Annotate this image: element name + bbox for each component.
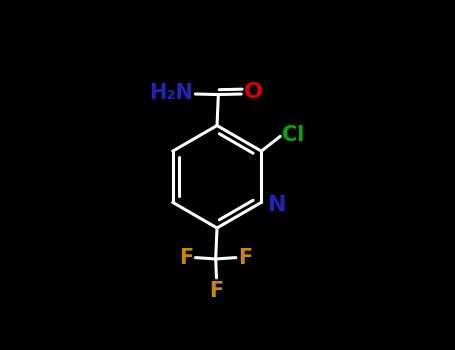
Text: N: N — [268, 195, 287, 215]
Text: H₂N: H₂N — [149, 83, 193, 103]
Text: F: F — [179, 247, 193, 268]
Text: O: O — [244, 82, 263, 102]
Text: F: F — [209, 281, 223, 301]
Text: F: F — [238, 247, 253, 268]
Text: Cl: Cl — [283, 125, 305, 145]
